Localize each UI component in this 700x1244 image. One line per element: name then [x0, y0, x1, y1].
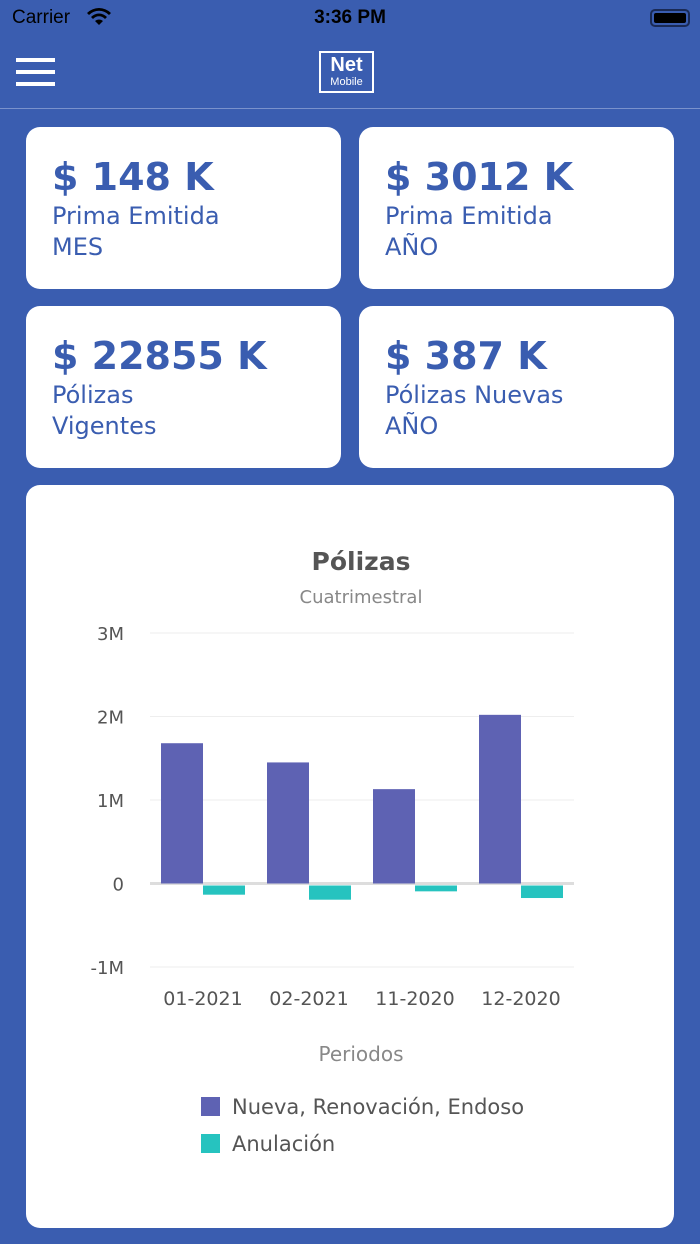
- x-tick-label: 02-2021: [269, 988, 348, 1010]
- x-tick-label: 12-2020: [481, 988, 560, 1010]
- card-value: $ 387 K: [385, 334, 547, 378]
- legend-swatch: [201, 1134, 220, 1153]
- x-tick-label: 01-2021: [163, 988, 242, 1010]
- bar-12-2020-1[interactable]: [521, 885, 563, 899]
- chart-card: Pólizas Cuatrimestral Periodos 3M 2M 1M 0 -1…: [26, 485, 674, 1228]
- bar-02-2021-0[interactable]: [267, 762, 309, 884]
- x-axis-label: Periodos: [318, 1042, 403, 1066]
- hamburger-menu-icon[interactable]: [16, 58, 55, 86]
- wifi-icon: [87, 8, 111, 25]
- bar-11-2020-1[interactable]: [415, 885, 457, 892]
- card-label: Prima Emitida: [385, 202, 553, 230]
- bar-02-2021-1[interactable]: [309, 885, 351, 900]
- y-tick-label: 0: [113, 875, 124, 896]
- x-tick-label: 11-2020: [375, 988, 454, 1010]
- card-label: Vigentes: [52, 412, 157, 440]
- clock: 3:36 PM: [314, 7, 386, 28]
- card-label: Pólizas Nuevas: [385, 381, 564, 409]
- chart-title: Pólizas: [312, 547, 411, 576]
- card-label: AÑO: [385, 233, 439, 261]
- y-tick-label: 2M: [97, 708, 124, 729]
- card-label: MES: [52, 233, 104, 261]
- card-polizas-nuevas[interactable]: $ 387 K Pólizas Nuevas AÑO: [359, 306, 674, 468]
- card-prima-mes[interactable]: $ 148 K Prima Emitida MES: [26, 127, 341, 289]
- bar-12-2020-0[interactable]: [479, 714, 521, 884]
- bar-11-2020-0[interactable]: [373, 789, 415, 884]
- bar-01-2021-0[interactable]: [161, 743, 203, 884]
- legend-label[interactable]: Anulación: [232, 1132, 335, 1156]
- card-label: AÑO: [385, 412, 439, 440]
- card-value: $ 22855 K: [52, 334, 267, 378]
- card-label: Pólizas: [52, 381, 134, 409]
- y-tick-label: 1M: [97, 791, 124, 812]
- carrier-label: Carrier: [12, 7, 71, 28]
- battery-icon: [650, 9, 690, 27]
- card-value: $ 3012 K: [385, 155, 574, 199]
- card-polizas-vigentes[interactable]: $ 22855 K Pólizas Vigentes: [26, 306, 341, 468]
- legend-swatch: [201, 1097, 220, 1116]
- bar-chart: Pólizas Cuatrimestral Periodos 3M 2M 1M 0 -1…: [91, 547, 574, 1156]
- status-bar: Carrier 3:36 PM: [0, 0, 700, 36]
- card-value: $ 148 K: [52, 155, 214, 199]
- chart-subtitle: Cuatrimestral: [300, 587, 423, 608]
- logo-text: Net: [330, 54, 363, 76]
- logo: Net Mobile: [319, 51, 374, 93]
- bar-01-2021-1[interactable]: [203, 885, 245, 895]
- y-tick-label: -1M: [91, 958, 124, 979]
- y-tick-label: 3M: [97, 624, 124, 645]
- legend-label[interactable]: Nueva, Renovación, Endoso: [232, 1095, 524, 1119]
- card-prima-ano[interactable]: $ 3012 K Prima Emitida AÑO: [359, 127, 674, 289]
- logo-subtext: Mobile: [330, 76, 363, 88]
- nav-bar: Net Mobile: [0, 36, 700, 109]
- card-label: Prima Emitida: [52, 202, 220, 230]
